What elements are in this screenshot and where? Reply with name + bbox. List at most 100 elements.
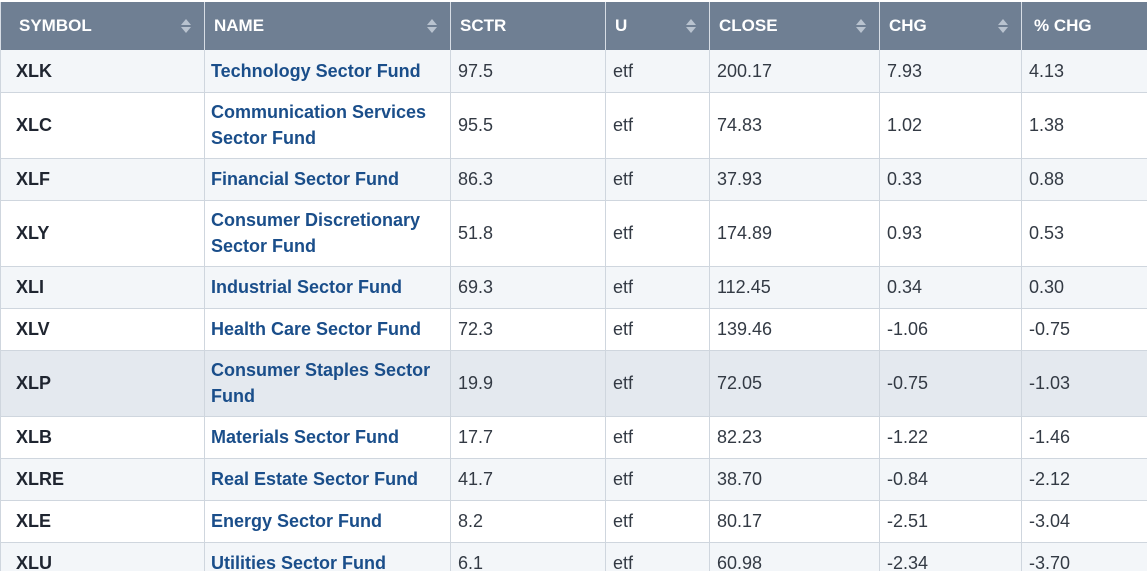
- header-u-label: U: [615, 16, 628, 35]
- fund-name-link[interactable]: Health Care Sector Fund: [211, 319, 422, 339]
- chg-cell: 0.34: [879, 266, 1022, 309]
- fund-name-link[interactable]: Real Estate Sector Fund: [211, 469, 419, 489]
- universe-cell: etf: [605, 500, 710, 543]
- pct-chg-cell: 0.53: [1021, 200, 1147, 267]
- sctr-cell: 86.3: [450, 158, 606, 201]
- universe-cell: etf: [605, 308, 710, 351]
- sort-arrows-icon[interactable]: [426, 18, 438, 34]
- close-cell: 139.46: [709, 308, 880, 351]
- sort-arrows-icon[interactable]: [685, 18, 697, 34]
- header-symbol[interactable]: SYMBOL: [0, 2, 205, 50]
- name-cell: Energy Sector Fund: [204, 500, 451, 543]
- close-cell: 82.23: [709, 416, 880, 459]
- sctr-cell: 69.3: [450, 266, 606, 309]
- pct-chg-cell: -3.04: [1021, 500, 1147, 543]
- sort-arrows-icon[interactable]: [855, 18, 867, 34]
- close-cell: 80.17: [709, 500, 880, 543]
- header-pct-chg[interactable]: % CHG: [1021, 2, 1147, 50]
- table-row[interactable]: XLK Technology Sector Fund 97.5 etf 200.…: [0, 50, 1147, 93]
- header-close[interactable]: CLOSE: [709, 2, 880, 50]
- table-row[interactable]: XLV Health Care Sector Fund 72.3 etf 139…: [0, 308, 1147, 351]
- header-symbol-label: SYMBOL: [19, 16, 92, 35]
- fund-name-link[interactable]: Materials Sector Fund: [211, 427, 400, 447]
- name-cell: Financial Sector Fund: [204, 158, 451, 201]
- table-row[interactable]: XLC Communication Services Sector Fund 9…: [0, 92, 1147, 159]
- pct-chg-cell: -1.03: [1021, 350, 1147, 417]
- sort-arrows-icon[interactable]: [180, 18, 192, 34]
- chg-cell: 0.33: [879, 158, 1022, 201]
- header-pct-chg-label: % CHG: [1034, 16, 1092, 35]
- symbol-cell: XLB: [0, 416, 205, 459]
- fund-name-link[interactable]: Industrial Sector Fund: [211, 277, 403, 297]
- fund-name-link[interactable]: Consumer Staples Sector Fund: [211, 360, 431, 406]
- name-cell: Real Estate Sector Fund: [204, 458, 451, 501]
- pct-chg-cell: -0.75: [1021, 308, 1147, 351]
- header-chg[interactable]: CHG: [879, 2, 1022, 50]
- symbol-cell: XLRE: [0, 458, 205, 501]
- universe-cell: etf: [605, 458, 710, 501]
- close-cell: 174.89: [709, 200, 880, 267]
- header-chg-label: CHG: [889, 16, 927, 35]
- table-row[interactable]: XLU Utilities Sector Fund 6.1 etf 60.98 …: [0, 542, 1147, 571]
- header-name-label: NAME: [214, 16, 265, 35]
- table-body: XLK Technology Sector Fund 97.5 etf 200.…: [0, 50, 1147, 571]
- name-cell: Utilities Sector Fund: [204, 542, 451, 571]
- table-row[interactable]: XLP Consumer Staples Sector Fund 19.9 et…: [0, 350, 1147, 417]
- header-sctr-label: SCTR: [460, 16, 507, 35]
- name-cell: Industrial Sector Fund: [204, 266, 451, 309]
- fund-name-link[interactable]: Consumer Discretionary Sector Fund: [211, 210, 421, 256]
- name-cell: Consumer Discretionary Sector Fund: [204, 200, 451, 267]
- universe-cell: etf: [605, 542, 710, 571]
- fund-name-link[interactable]: Utilities Sector Fund: [211, 553, 387, 571]
- sctr-cell: 95.5: [450, 92, 606, 159]
- header-u[interactable]: U: [605, 2, 710, 50]
- table-row[interactable]: XLI Industrial Sector Fund 69.3 etf 112.…: [0, 266, 1147, 309]
- header-name[interactable]: NAME: [204, 2, 451, 50]
- name-cell: Health Care Sector Fund: [204, 308, 451, 351]
- universe-cell: etf: [605, 200, 710, 267]
- table-row[interactable]: XLY Consumer Discretionary Sector Fund 5…: [0, 200, 1147, 267]
- sctr-cell: 8.2: [450, 500, 606, 543]
- universe-cell: etf: [605, 266, 710, 309]
- sort-arrows-icon[interactable]: [997, 18, 1009, 34]
- sctr-cell: 17.7: [450, 416, 606, 459]
- name-cell: Consumer Staples Sector Fund: [204, 350, 451, 417]
- close-cell: 72.05: [709, 350, 880, 417]
- universe-cell: etf: [605, 350, 710, 417]
- pct-chg-cell: 0.30: [1021, 266, 1147, 309]
- table-row[interactable]: XLF Financial Sector Fund 86.3 etf 37.93…: [0, 158, 1147, 201]
- symbol-cell: XLF: [0, 158, 205, 201]
- chg-cell: 1.02: [879, 92, 1022, 159]
- universe-cell: etf: [605, 92, 710, 159]
- pct-chg-cell: -1.46: [1021, 416, 1147, 459]
- chg-cell: -1.06: [879, 308, 1022, 351]
- table-header: SYMBOL NAME SCTR U CLOSE CHG % CHG: [0, 2, 1147, 50]
- pct-chg-cell: 0.88: [1021, 158, 1147, 201]
- universe-cell: etf: [605, 50, 710, 93]
- chg-cell: 7.93: [879, 50, 1022, 93]
- table-row[interactable]: XLB Materials Sector Fund 17.7 etf 82.23…: [0, 416, 1147, 459]
- symbol-cell: XLK: [0, 50, 205, 93]
- symbol-cell: XLI: [0, 266, 205, 309]
- table-row[interactable]: XLE Energy Sector Fund 8.2 etf 80.17 -2.…: [0, 500, 1147, 543]
- symbol-cell: XLC: [0, 92, 205, 159]
- universe-cell: etf: [605, 416, 710, 459]
- header-sctr[interactable]: SCTR: [450, 2, 606, 50]
- pct-chg-cell: -3.70: [1021, 542, 1147, 571]
- table-row[interactable]: XLRE Real Estate Sector Fund 41.7 etf 38…: [0, 458, 1147, 501]
- fund-name-link[interactable]: Technology Sector Fund: [211, 60, 421, 81]
- chg-cell: -1.22: [879, 416, 1022, 459]
- chg-cell: -2.34: [879, 542, 1022, 571]
- close-cell: 200.17: [709, 50, 880, 93]
- close-cell: 37.93: [709, 158, 880, 201]
- sctr-cell: 72.3: [450, 308, 606, 351]
- close-cell: 74.83: [709, 92, 880, 159]
- sctr-cell: 19.9: [450, 350, 606, 417]
- close-cell: 112.45: [709, 266, 880, 309]
- fund-name-link[interactable]: Communication Services Sector Fund: [211, 102, 427, 148]
- pct-chg-cell: -2.12: [1021, 458, 1147, 501]
- fund-name-link[interactable]: Financial Sector Fund: [211, 169, 400, 189]
- fund-name-link[interactable]: Energy Sector Fund: [211, 511, 383, 531]
